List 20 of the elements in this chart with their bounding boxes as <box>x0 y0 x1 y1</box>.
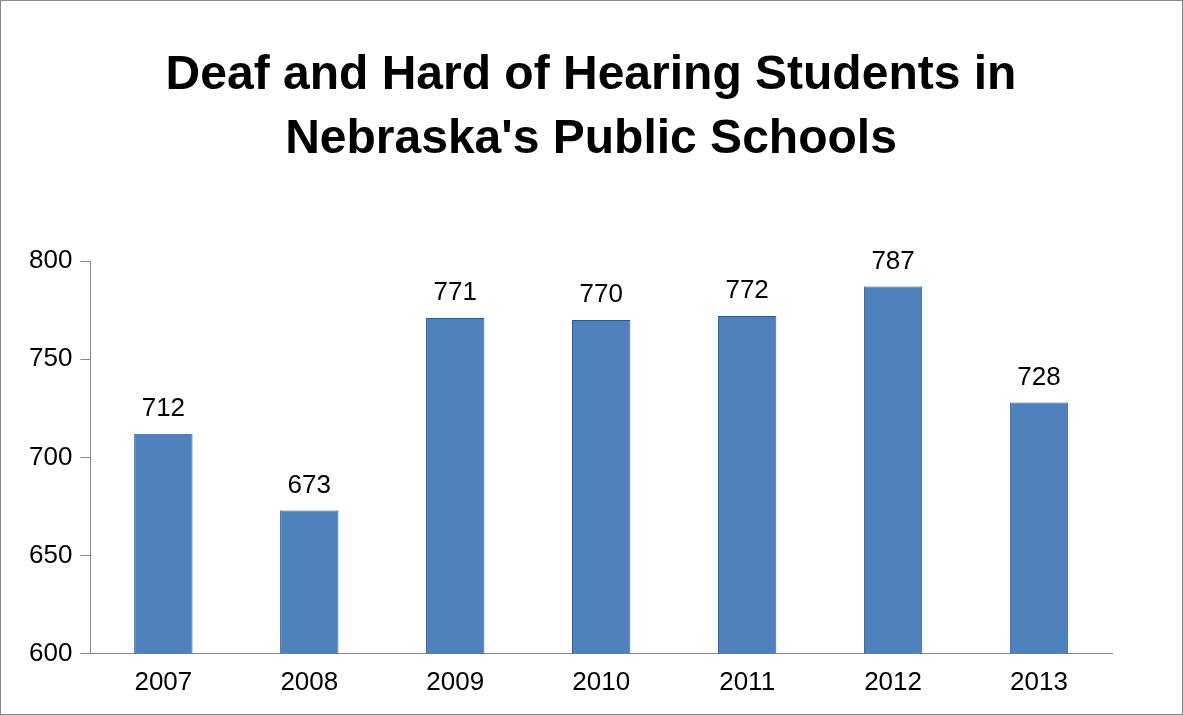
x-tick-label: 2009 <box>426 665 485 696</box>
y-tick-label: 750 <box>28 342 73 373</box>
data-label: 673 <box>287 468 331 499</box>
x-tick-label: 2011 <box>719 665 776 696</box>
data-label: 787 <box>871 244 915 275</box>
x-tick-label: 2013 <box>1010 665 1068 696</box>
data-label: 728 <box>1017 360 1061 391</box>
y-tick-label: 700 <box>28 440 73 471</box>
data-label: 770 <box>579 278 623 309</box>
x-tick-label: 2012 <box>864 665 922 696</box>
x-tick-label: 2010 <box>572 665 631 696</box>
y-tick-label: 650 <box>28 538 73 569</box>
x-tick-label: 2008 <box>280 665 339 696</box>
data-label: 771 <box>433 276 477 307</box>
data-label: 772 <box>725 274 769 305</box>
chart-title: Deaf and Hard of Hearing Students in Nebraska's Public Schools <box>164 45 1018 165</box>
data-label: 712 <box>141 392 186 422</box>
x-tick-label: 2007 <box>134 665 193 696</box>
y-tick-label: 800 <box>28 244 73 275</box>
y-tick-label: 600 <box>28 636 73 667</box>
